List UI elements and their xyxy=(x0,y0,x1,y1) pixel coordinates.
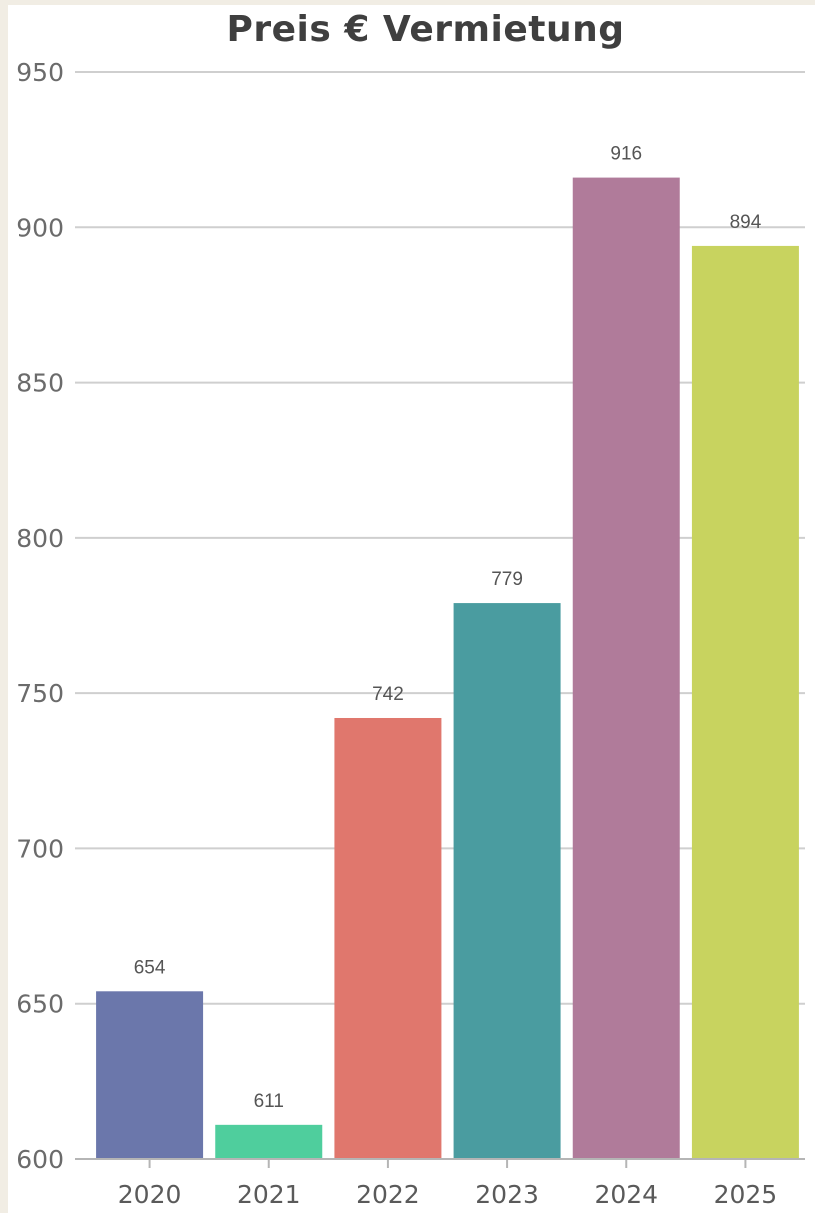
data-labels: 654 611 742 779 916 894 xyxy=(134,144,762,1112)
y-tick-label: 900 xyxy=(16,213,64,242)
x-tick-label: 2022 xyxy=(356,1180,420,1209)
x-tick-label: 2025 xyxy=(714,1180,778,1209)
bar xyxy=(96,991,204,1159)
bar xyxy=(334,717,442,1159)
data-label: 742 xyxy=(372,684,404,705)
bar xyxy=(215,1124,323,1159)
x-tick-label: 2020 xyxy=(118,1180,182,1209)
data-label: 611 xyxy=(254,1091,284,1112)
y-tick-label: 850 xyxy=(16,369,64,398)
y-tick-label: 800 xyxy=(16,524,64,553)
data-label: 894 xyxy=(730,212,762,233)
bars xyxy=(96,177,799,1160)
bar xyxy=(453,603,561,1159)
bar xyxy=(572,177,680,1159)
bar xyxy=(691,245,799,1160)
y-tick-label: 650 xyxy=(16,990,64,1019)
y-tick-label: 600 xyxy=(16,1145,64,1174)
x-tick-label: 2023 xyxy=(475,1180,539,1209)
y-tick-label: 700 xyxy=(16,834,64,863)
data-label: 779 xyxy=(491,569,523,590)
chart-title: Preis € Vermietung xyxy=(226,9,625,50)
y-tick-label: 950 xyxy=(16,58,64,87)
data-label: 916 xyxy=(610,144,642,165)
x-tick-label: 2021 xyxy=(237,1180,301,1209)
data-label: 654 xyxy=(134,957,166,978)
x-tick-label: 2024 xyxy=(594,1180,658,1209)
y-tick-label: 750 xyxy=(16,679,64,708)
axes: 600 650 700 750 800 850 900 950 2020 2021 2022 2023… xyxy=(16,58,805,1209)
